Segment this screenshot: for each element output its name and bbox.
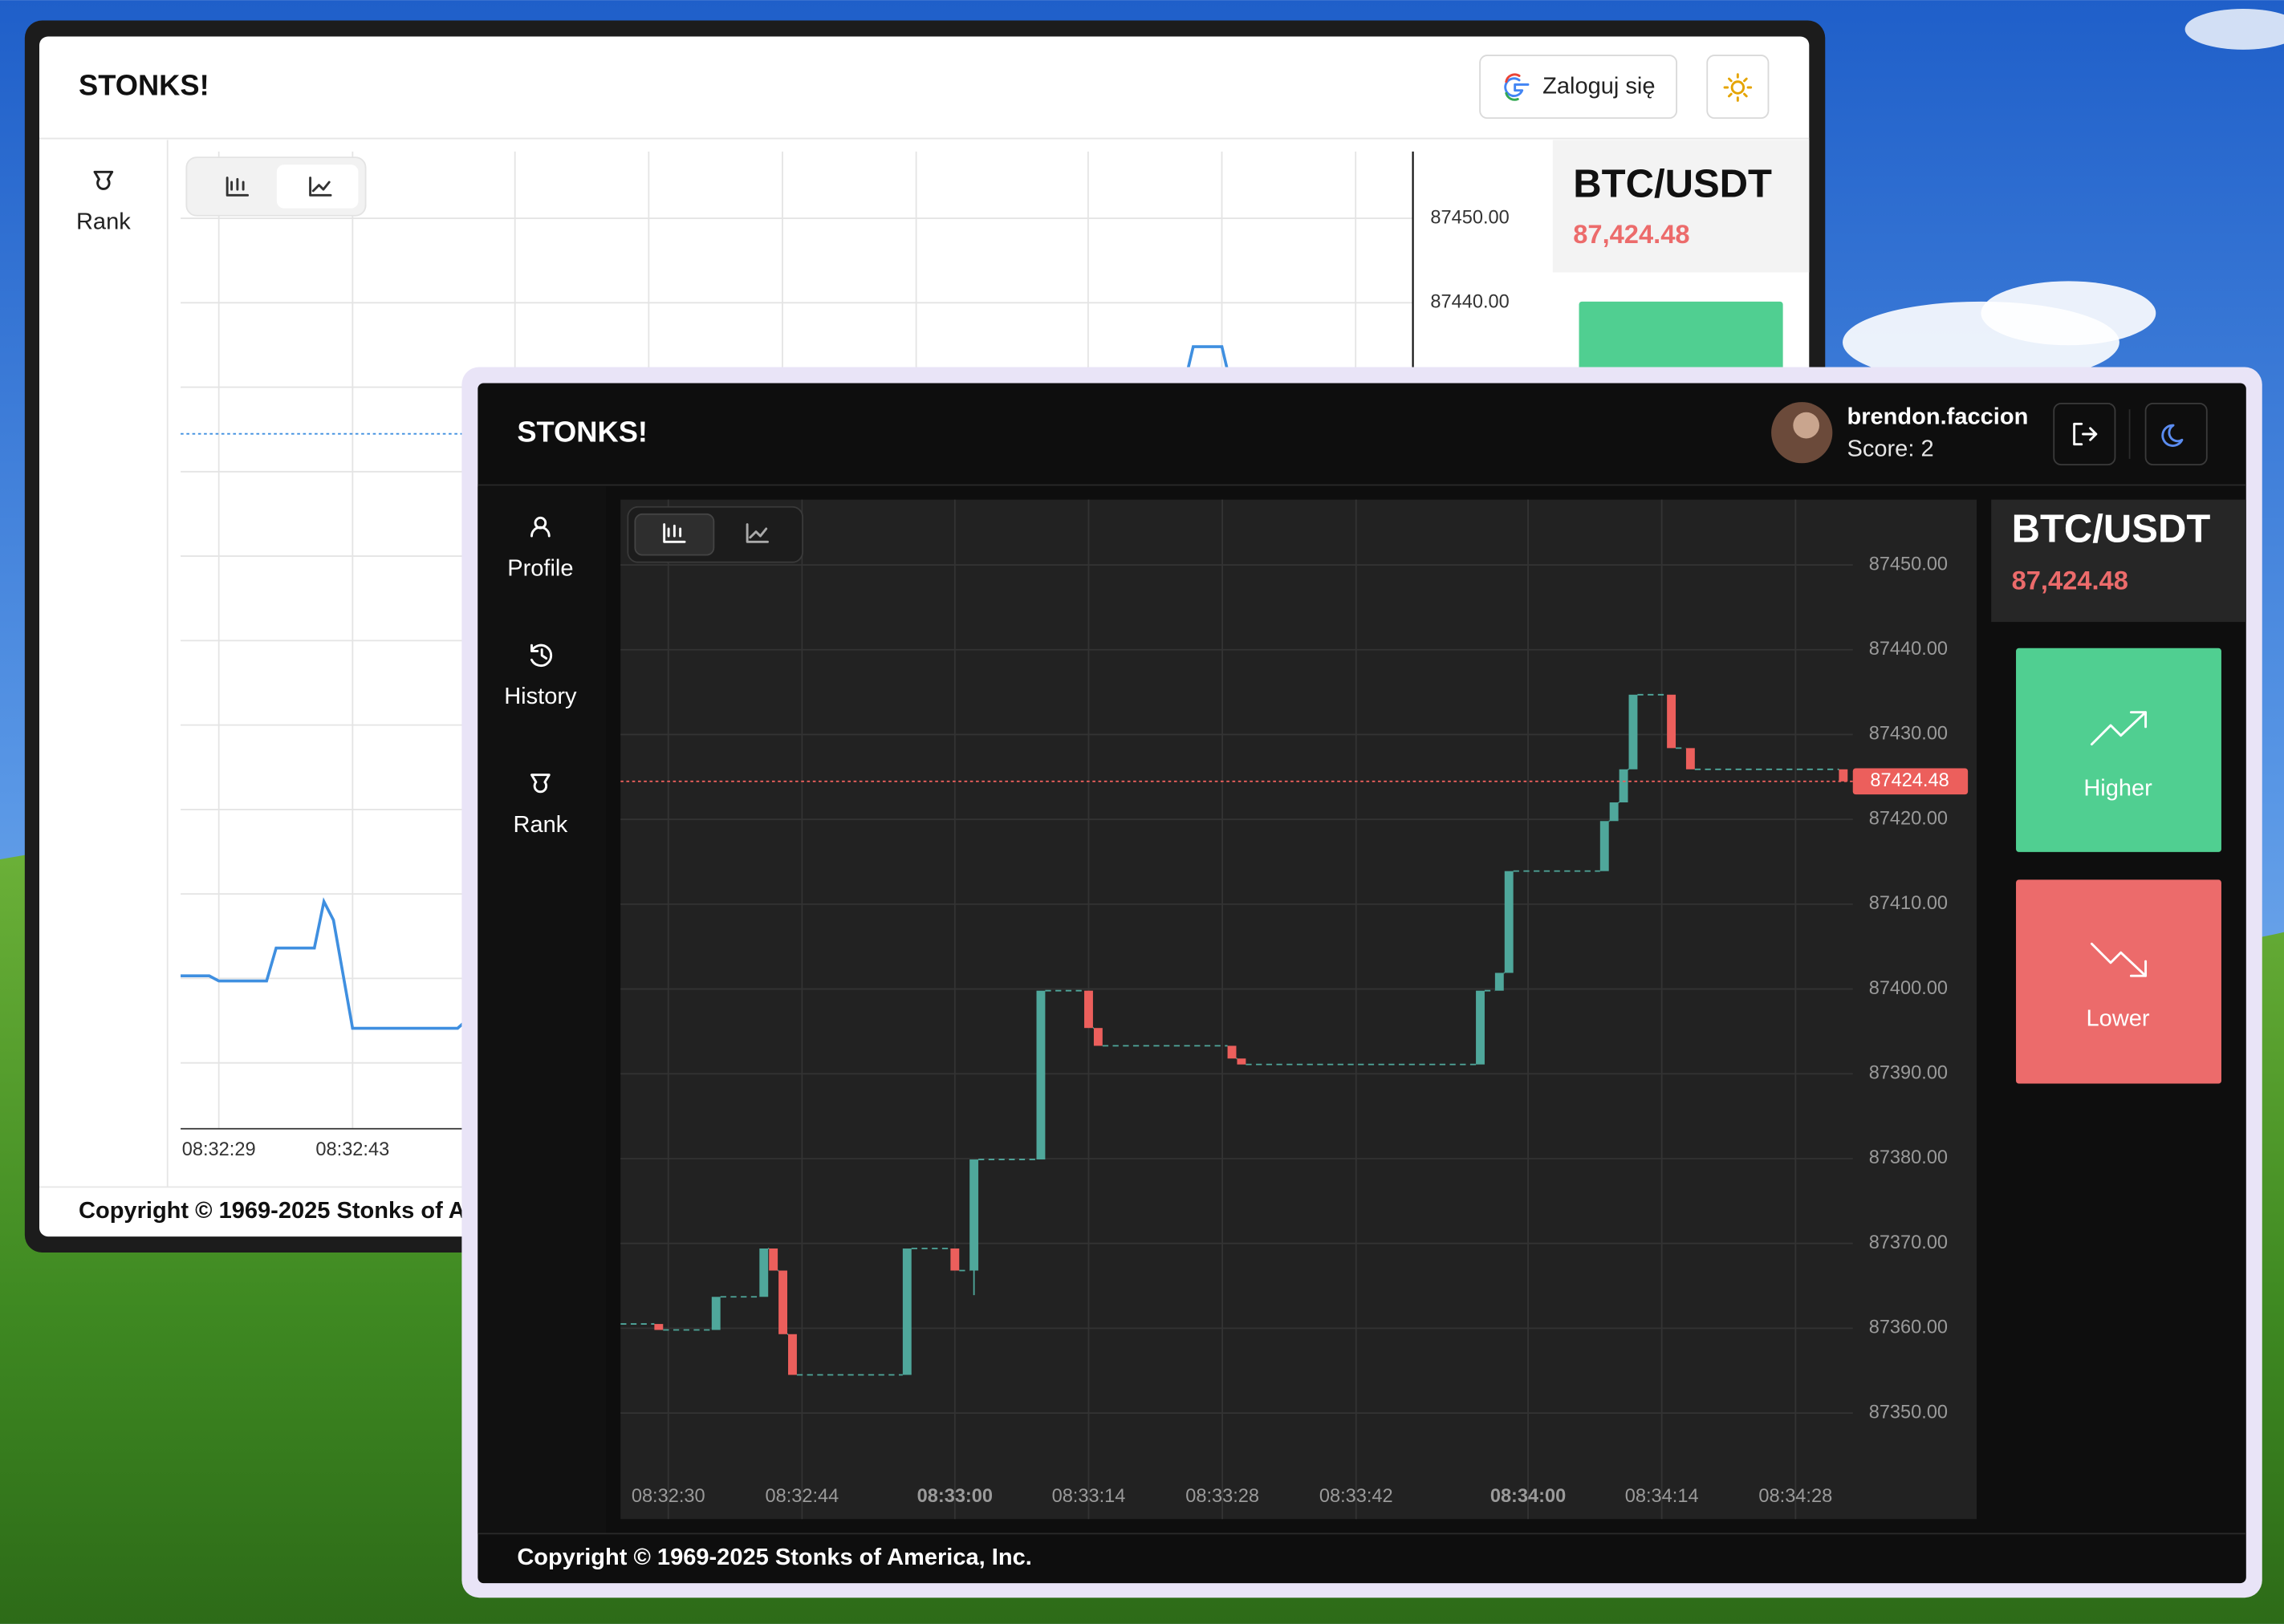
nav-rank[interactable]: Rank	[76, 170, 131, 234]
chart-panel	[620, 499, 1977, 1520]
candle-body	[1494, 972, 1504, 991]
nav-label: History	[504, 684, 577, 709]
lower-label: Lower	[2087, 1005, 2150, 1031]
price: 87,424.48	[2012, 566, 2128, 595]
y-tick-label: 87450.00	[1869, 553, 1948, 574]
y-tick-label: 87380.00	[1869, 1147, 1948, 1167]
candle-body	[1685, 748, 1695, 769]
x-tick-label: 08:33:42	[1319, 1485, 1393, 1506]
candle-body	[759, 1248, 769, 1297]
x-tick-label: 08:32:43	[315, 1139, 389, 1159]
y-tick-label: 87360.00	[1869, 1317, 1948, 1338]
front-window: STONKS! brendon.faccion Score: 2 Profile…	[461, 367, 2262, 1598]
candle-body	[1476, 990, 1485, 1065]
theme-button[interactable]	[2144, 402, 2208, 466]
x-tick-label: 08:32:30	[632, 1485, 705, 1506]
candle-body	[902, 1248, 912, 1375]
candle-body	[950, 1248, 960, 1271]
y-tick-label: 87430.00	[1869, 723, 1948, 744]
price: 87,424.48	[1573, 219, 1689, 249]
lower-button[interactable]: Lower	[2016, 879, 2221, 1084]
candle-body	[654, 1324, 664, 1330]
footer: Copyright © 1969-2025 Stonks of America,…	[517, 1545, 1031, 1570]
candle-body	[969, 1159, 979, 1271]
pair: BTC/USDT	[2012, 508, 2211, 551]
candle-body	[1227, 1045, 1237, 1059]
x-tick-label: 08:33:14	[1052, 1485, 1126, 1506]
price-tag	[1852, 768, 1969, 795]
candle-body	[1619, 769, 1628, 803]
app-title: STONKS!	[517, 416, 648, 449]
nav-label: Rank	[76, 209, 131, 234]
user-name: brendon.faccion	[1847, 404, 2028, 430]
candle-body	[711, 1297, 721, 1330]
price-tag-label: 87424.48	[1870, 769, 1949, 790]
login-button[interactable]: Zaloguj się	[1479, 55, 1678, 120]
x-tick-label: 08:34:00	[1490, 1485, 1566, 1506]
y-tick-label: 87450.00	[1430, 206, 1509, 227]
pair: BTC/USDT	[1573, 162, 1772, 205]
y-tick-label: 87370.00	[1869, 1232, 1948, 1253]
x-tick-label: 08:33:00	[917, 1485, 993, 1506]
x-tick-label: 08:33:28	[1185, 1485, 1259, 1506]
candle-body	[1093, 1028, 1103, 1046]
candle-body	[1036, 990, 1046, 1160]
y-tick-label: 87390.00	[1869, 1062, 1948, 1083]
front-chart: 87450.00 87440.00 87430.00 87420.00 87410.00…	[620, 499, 1969, 1520]
candle-body	[1628, 694, 1638, 769]
candle-body	[769, 1248, 778, 1271]
logout-button[interactable]	[2053, 402, 2116, 466]
y-tick-label: 87410.00	[1869, 892, 1948, 913]
candle-body	[788, 1334, 797, 1375]
y-tick-label: 87440.00	[1869, 638, 1948, 659]
x-tick-label: 08:32:44	[765, 1485, 839, 1506]
login-label: Zaloguj się	[1542, 74, 1655, 99]
y-tick-label: 87350.00	[1869, 1401, 1948, 1422]
candle-body	[1237, 1058, 1246, 1065]
chart-toggle	[627, 505, 804, 563]
y-tick-label: 87400.00	[1869, 977, 1948, 998]
nav-profile[interactable]: Profile	[507, 516, 574, 581]
x-tick-label: 08:34:14	[1625, 1485, 1699, 1506]
x-tick-label: 08:34:28	[1758, 1485, 1832, 1506]
nav-label: Rank	[513, 812, 567, 838]
x-tick-label: 08:32:29	[182, 1139, 256, 1159]
higher-button[interactable]: Higher	[2016, 648, 2221, 852]
nav-history[interactable]: History	[504, 644, 577, 709]
price-series	[181, 345, 1233, 1030]
plot	[620, 693, 1853, 1376]
app-title: STONKS!	[79, 69, 209, 102]
y-tick-label: 87440.00	[1430, 291, 1509, 312]
y-tick-label: 87420.00	[1869, 807, 1948, 828]
higher-label: Higher	[2083, 776, 2152, 802]
chart-toggle	[185, 156, 367, 217]
candle-body	[1839, 769, 1848, 782]
candle-body	[1504, 871, 1514, 973]
theme-button[interactable]	[1706, 55, 1770, 120]
nav-rank[interactable]: Rank	[513, 773, 568, 838]
candle-body	[1599, 821, 1609, 871]
candle-body	[1667, 694, 1676, 749]
nav-label: Profile	[507, 555, 573, 581]
candle-body	[778, 1270, 788, 1334]
candle-body	[1084, 990, 1093, 1029]
candle-body	[1609, 802, 1619, 822]
user-score: Score: 2	[1847, 436, 1933, 462]
